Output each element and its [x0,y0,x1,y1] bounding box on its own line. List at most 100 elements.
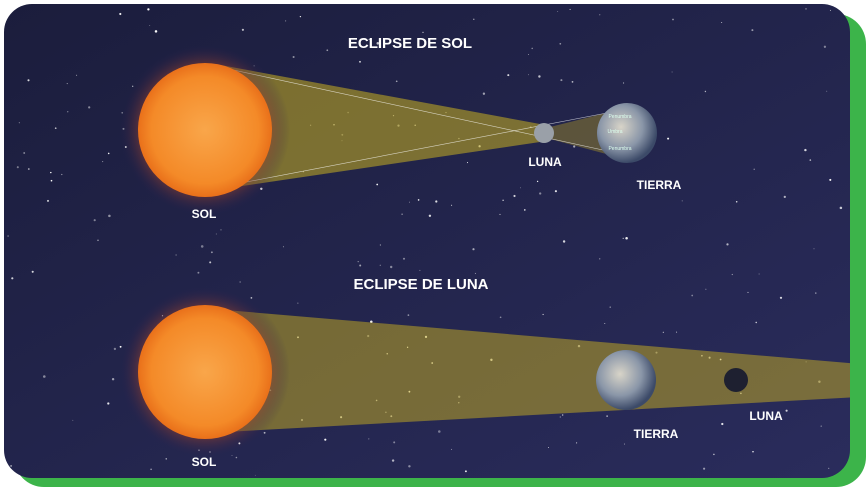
star [815,292,817,294]
star [804,148,807,152]
star [538,75,541,78]
star [428,214,432,217]
star [758,273,760,275]
star [113,347,117,351]
star [826,90,828,92]
star [359,60,361,63]
star [829,178,832,181]
star [43,375,46,378]
star [536,180,539,183]
star [7,235,9,237]
star [285,20,287,22]
star [297,302,299,304]
sun-label: SOL [192,207,217,221]
star [97,239,99,242]
star [753,168,755,170]
star [676,331,678,333]
star [606,415,608,417]
star [671,71,673,73]
star [499,213,501,215]
star [27,168,30,170]
star [752,450,754,453]
star [705,288,707,290]
star [326,49,329,52]
star [785,409,788,412]
star [231,455,233,457]
shadow-cone [550,112,610,155]
star [31,270,34,273]
star [828,467,830,470]
star [604,322,606,324]
star [72,419,74,421]
star [554,190,557,193]
star [292,55,295,59]
star [559,416,561,418]
light-cone [215,64,540,190]
sun [138,63,272,197]
star [220,229,222,231]
star [662,331,664,333]
star [324,438,327,441]
star [559,42,562,45]
star [473,18,475,20]
star [726,243,729,246]
star [451,204,453,206]
star [209,261,212,264]
star [368,38,370,40]
star [402,257,406,260]
star [50,179,53,182]
star [542,313,544,316]
star [721,422,724,426]
star [407,314,410,316]
star [149,25,151,26]
star [61,173,63,176]
star [393,441,396,444]
star [215,233,217,235]
star [395,80,398,83]
star [557,11,559,13]
star [573,145,576,148]
star [820,425,822,427]
star [502,199,504,201]
star [18,122,20,124]
star [809,159,812,161]
zone-label: Penumbra [608,114,631,120]
star [531,47,533,50]
star [539,192,542,195]
star [175,254,177,256]
title: ECLIPSE DE SOL [348,35,472,52]
star [499,316,502,319]
star [66,83,68,85]
star [422,31,424,34]
star [507,74,510,77]
star [721,22,723,24]
star [435,200,438,203]
star [520,187,521,189]
zone-label: Umbra [607,129,622,135]
star [409,201,410,203]
star [571,81,574,83]
earth-label: TIERRA [637,178,682,192]
star [528,54,529,55]
star [839,206,843,210]
star [250,297,253,299]
star [704,90,707,93]
star [622,237,624,239]
star [111,377,115,381]
star [11,277,14,280]
moon [724,368,748,392]
zone-label: Penumbra [608,146,631,152]
star [813,248,815,250]
star [472,248,475,251]
star [50,171,52,174]
star [482,92,486,95]
star [713,453,715,456]
star [609,306,611,308]
star [107,152,110,155]
star [747,291,749,293]
sun-label: SOL [192,455,217,469]
star [107,402,110,405]
star [102,161,104,163]
star [562,414,564,416]
